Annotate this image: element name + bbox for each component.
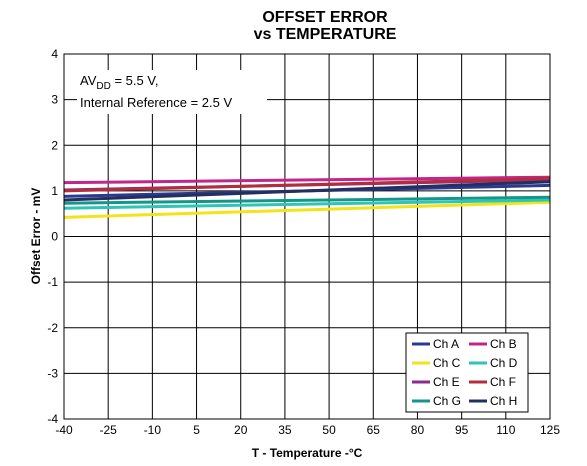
legend-label: Ch C xyxy=(433,356,461,370)
x-tick-label: -40 xyxy=(55,423,73,437)
series-line-ch-g xyxy=(63,195,551,205)
legend-label: Ch G xyxy=(433,394,461,408)
annotation: AVDD = 5.5 V, Internal Reference = 2.5 V xyxy=(77,70,267,114)
y-tick-label: -4 xyxy=(47,412,58,426)
x-tick-label: 20 xyxy=(234,423,248,437)
x-tick-label: -10 xyxy=(144,423,162,437)
x-tick-label: 35 xyxy=(278,423,292,437)
legend-label: Ch B xyxy=(490,337,517,351)
y-tick-label: -3 xyxy=(47,366,58,380)
x-tick-label: 125 xyxy=(540,423,560,437)
legend-label: Ch D xyxy=(490,356,518,370)
plot-frame xyxy=(63,53,551,420)
series-line-ch-d xyxy=(63,198,551,210)
y-tick-label: 3 xyxy=(51,93,58,107)
y-tick-label: 4 xyxy=(51,47,58,61)
chart-title: OFFSET ERROR xyxy=(262,9,388,26)
series-line-ch-h xyxy=(63,180,551,202)
x-tick-label: 50 xyxy=(322,423,336,437)
x-tick-label: 5 xyxy=(193,423,200,437)
x-tick-label: -25 xyxy=(100,423,118,437)
legend-label: Ch F xyxy=(490,375,516,389)
series-line-ch-b xyxy=(63,175,551,185)
tick-labels: -40 -25 -10 5 20 35 50 65 80 95 110 125-4-3-2-10123… xyxy=(47,47,560,437)
x-tick-label: 65 xyxy=(367,423,381,437)
legend-label: Ch A xyxy=(433,337,459,351)
annotation-line1: AVDD = 5.5 V, xyxy=(80,73,158,92)
x-axis-label: T - Temperature -°C xyxy=(252,446,363,460)
legend: Ch A Ch B Ch C Ch D Ch E Ch F Ch G Ch H xyxy=(405,332,529,413)
series-lines xyxy=(63,175,551,219)
annotation-background xyxy=(77,70,267,114)
y-tick-label: 1 xyxy=(51,184,58,198)
chart-subtitle: vs TEMPERATURE xyxy=(254,26,397,43)
y-tick-label: -2 xyxy=(47,321,58,335)
legend-label: Ch E xyxy=(433,375,460,389)
y-tick-label: 0 xyxy=(51,230,58,244)
y-tick-label: -1 xyxy=(47,275,58,289)
y-tick-label: 2 xyxy=(51,138,58,152)
annotation-line2: Internal Reference = 2.5 V xyxy=(80,95,232,110)
legend-box xyxy=(405,332,529,413)
y-axis-label: Offset Error - mV xyxy=(29,188,43,285)
series-line-ch-c xyxy=(63,200,551,219)
x-tick-label: 95 xyxy=(455,423,469,437)
legend-label: Ch H xyxy=(490,394,517,408)
series-line-ch-f xyxy=(63,177,551,193)
x-tick-label: 80 xyxy=(411,423,425,437)
x-tick-label: 110 xyxy=(496,423,515,437)
